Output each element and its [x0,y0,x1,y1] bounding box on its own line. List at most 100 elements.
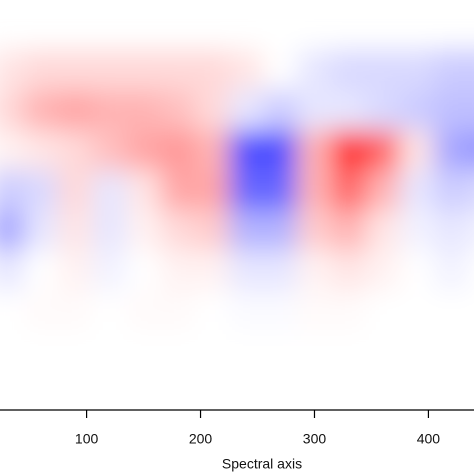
heatmap-cell [365,330,401,371]
heatmap-cell [331,250,367,291]
heatmap-cell [194,90,230,131]
heatmap-cell [263,50,298,91]
heatmap-cell [194,170,230,211]
heatmap-cell [160,90,196,131]
heatmap-cell [0,290,25,331]
heatmap-cell [399,50,435,91]
heatmap-cell [229,330,264,371]
heatmap-cell [58,250,93,291]
heatmap-cell [434,90,469,131]
heatmap-cell [58,170,93,211]
heatmap-cell [331,170,367,211]
heatmap-cell [229,50,264,91]
heatmap-cell [297,130,333,171]
heatmap-cell [468,290,474,331]
heatmap-cell [229,290,264,331]
heatmap-cell [297,210,333,251]
heatmap-cell [468,210,474,251]
heatmap-cell [331,130,367,171]
heatmap-cell [399,210,435,251]
heatmap-cell [297,290,333,331]
heatmap-cell [229,130,264,171]
heatmap-cell [160,330,196,371]
x-tick-label: 200 [189,431,213,447]
heatmap-cell [126,290,162,331]
heatmap-cell [92,250,127,291]
heatmap-cell [160,290,196,331]
heatmap-cell [399,250,435,291]
heatmap-cell [0,250,25,291]
heatmap-cell [297,330,333,371]
heatmap-cell [23,290,59,331]
heatmap-cell [0,210,25,251]
heatmap-cell [365,50,401,91]
heatmap-cell [399,130,435,171]
heatmap-cell [0,50,25,91]
heatmap-cell [92,210,127,251]
heatmap-cell [0,170,25,211]
x-tick-label: 400 [417,431,441,447]
heatmap-cell [58,130,93,171]
heatmap-cell [58,90,93,131]
heatmap-cell [434,130,469,171]
heatmap-cell [194,330,230,371]
heatmap-cell [229,170,264,211]
heatmap-cell [126,210,162,251]
heatmap-cell [92,90,127,131]
heatmap-cell [126,250,162,291]
heatmap-cell [399,290,435,331]
heatmap-cell [160,130,196,171]
heatmap-cell [468,130,474,171]
heatmap-cell [331,290,367,331]
heatmap-cell [399,90,435,131]
heatmap-cell [92,290,127,331]
heatmap-cell [263,250,298,291]
heatmap-cell [468,170,474,211]
heatmap-cell [263,330,298,371]
heatmap-cell [468,250,474,291]
heatmap-cell [263,130,298,171]
heatmap-cell [23,90,59,131]
heatmap-cell [365,170,401,211]
heatmap-cell [365,290,401,331]
heatmap-cell [331,50,367,91]
x-tick-label: 300 [303,431,327,447]
heatmap-cell [194,50,230,91]
heatmap-cell [160,210,196,251]
heatmap-cell [331,90,367,131]
heatmap-cell [58,210,93,251]
heatmap-cell [126,330,162,371]
heatmap-cell [92,50,127,91]
heatmap-cell [194,210,230,251]
heatmap-cell [23,130,59,171]
heatmap-cell [194,130,230,171]
heatmap-cell [263,210,298,251]
heatmap-cell [23,330,59,371]
heatmap-cell [365,90,401,131]
heatmap-cell [92,170,127,211]
heatmap-cell [399,330,435,371]
heatmap-cell [23,170,59,211]
heatmap-cell [160,250,196,291]
heatmap-cell [229,210,264,251]
heatmap-cell [160,50,196,91]
x-tick-label: 100 [75,431,99,447]
heatmap-cell [263,170,298,211]
heatmap-cell [365,130,401,171]
heatmap-cell [434,210,469,251]
heatmap-cell [126,130,162,171]
heatmap-cell [58,50,93,91]
heatmap-cell [297,250,333,291]
heatmap-cell [365,210,401,251]
heatmap-cell [58,330,93,371]
heatmap-cell [194,290,230,331]
heatmap-cell [23,50,59,91]
heatmap-cell [434,330,469,371]
heatmap-cell [0,330,25,371]
heatmap-cell [58,290,93,331]
heatmap-cell [126,170,162,211]
heatmap-cell [229,250,264,291]
heatmap-cell [229,90,264,131]
heatmap-cell [263,90,298,131]
